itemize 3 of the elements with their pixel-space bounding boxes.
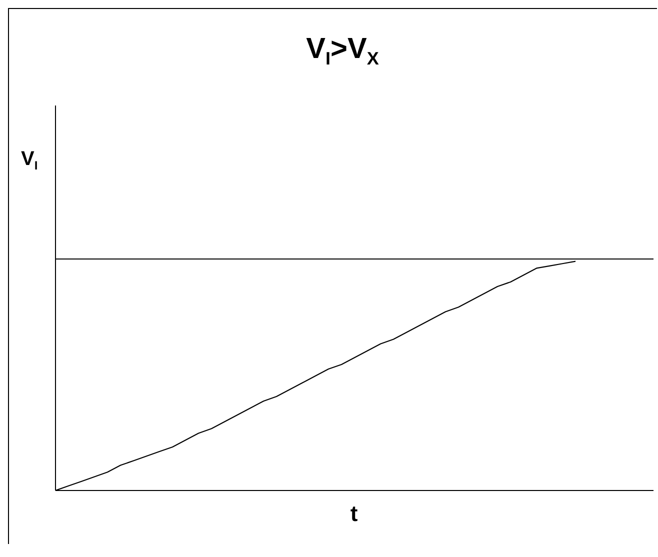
- chart-title: V$_{I}$>V$_{X}$: [305, 32, 380, 70]
- y-axis-title: V$_{I}$: [20, 147, 39, 174]
- x-axis-title: t: [349, 500, 359, 526]
